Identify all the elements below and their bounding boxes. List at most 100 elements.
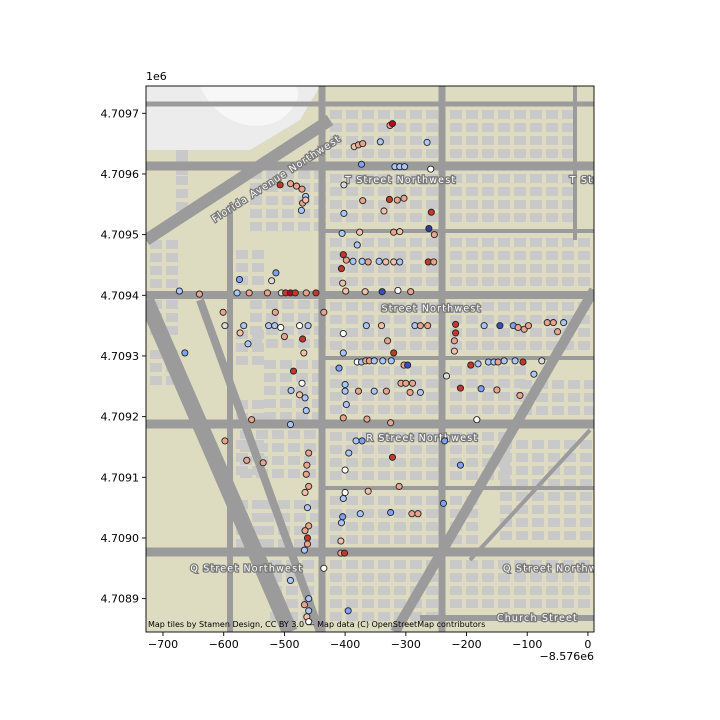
building-609 <box>266 339 278 348</box>
building-380 <box>450 277 462 286</box>
building-311 <box>546 136 558 145</box>
point-134 <box>354 387 363 395</box>
building-305 <box>450 136 462 145</box>
building-218 <box>426 458 438 467</box>
building-492 <box>530 586 542 595</box>
building-253 <box>426 535 438 544</box>
point-111 <box>387 357 395 365</box>
building-277 <box>362 599 374 608</box>
point-46 <box>337 265 346 273</box>
building-187 <box>378 392 390 401</box>
building-141 <box>426 277 438 286</box>
point-186 <box>337 537 345 545</box>
building-243 <box>378 522 390 531</box>
building-145 <box>378 302 390 311</box>
point-38 <box>358 257 366 265</box>
building-418 <box>482 341 494 350</box>
building-17 <box>166 300 178 309</box>
street-label-halo-4: R Street Northwest <box>366 433 478 444</box>
building-392 <box>498 302 510 311</box>
building-274 <box>426 586 438 595</box>
building-445 <box>450 432 462 441</box>
building-354 <box>466 238 478 247</box>
x-tick-label-0: −700 <box>148 638 178 651</box>
point-189 <box>320 564 328 572</box>
basemap-attribution: Map tiles by Stamen Design, CC BY 3.0 — … <box>148 620 485 629</box>
building-601 <box>298 313 310 322</box>
building-518 <box>568 406 580 415</box>
building-256 <box>362 560 374 569</box>
building-622 <box>280 386 292 395</box>
point-16 <box>276 181 284 189</box>
building-647 <box>304 456 316 465</box>
point-97 <box>280 333 288 341</box>
building-440 <box>450 405 462 414</box>
building-307 <box>482 136 494 145</box>
building-549 <box>580 492 592 501</box>
building-480 <box>482 573 494 582</box>
building-501 <box>530 599 542 608</box>
y-tick-label-5: 4.7094 <box>101 289 140 302</box>
building-233 <box>330 509 342 518</box>
building-632 <box>312 412 324 421</box>
point-136 <box>382 387 390 395</box>
point-33 <box>430 231 438 239</box>
building-157 <box>346 328 358 337</box>
building-330 <box>466 187 478 196</box>
point-90 <box>524 322 532 330</box>
building-66 <box>346 123 358 132</box>
point-127 <box>289 367 298 375</box>
building-369 <box>562 251 574 260</box>
building-128 <box>330 264 342 273</box>
building-413 <box>546 328 558 337</box>
building-487 <box>450 586 462 595</box>
building-394 <box>530 302 542 311</box>
point-170 <box>395 482 403 490</box>
building-384 <box>514 277 526 286</box>
building-498 <box>482 599 494 608</box>
building-56 <box>236 539 248 548</box>
building-153 <box>394 315 406 324</box>
building-158 <box>362 328 374 337</box>
building-648 <box>240 469 252 478</box>
building-136 <box>346 277 358 286</box>
building-310 <box>530 136 542 145</box>
building-318 <box>530 149 542 158</box>
point-110 <box>379 357 387 365</box>
building-276 <box>346 599 358 608</box>
building-122 <box>346 251 358 260</box>
building-249 <box>362 535 374 544</box>
building-198 <box>330 432 342 441</box>
point-147 <box>342 400 350 409</box>
building-415 <box>578 328 590 337</box>
point-173 <box>439 499 448 507</box>
building-363 <box>466 251 478 260</box>
building-292 <box>498 110 510 119</box>
building-264 <box>378 573 390 582</box>
building-164 <box>346 341 358 350</box>
building-365 <box>498 251 510 260</box>
building-279 <box>394 599 406 608</box>
point-145 <box>516 391 524 399</box>
street-label-1: T Street Northwest <box>344 175 456 186</box>
building-538 <box>500 479 512 488</box>
building-129 <box>346 264 358 273</box>
building-117 <box>378 238 390 247</box>
building-614 <box>280 360 292 369</box>
building-291 <box>482 110 494 119</box>
building-629 <box>264 412 276 421</box>
x-tick-label-2: −500 <box>269 638 299 651</box>
point-27 <box>297 206 305 214</box>
point-183 <box>303 534 312 542</box>
building-590 <box>282 222 294 231</box>
building-496 <box>450 599 462 608</box>
point-99 <box>300 349 308 357</box>
building-615 <box>296 360 308 369</box>
building-424 <box>578 341 590 350</box>
building-130 <box>362 264 374 273</box>
building-95 <box>362 187 374 196</box>
building-553 <box>548 505 560 514</box>
x-tick-label-6: −100 <box>512 638 542 651</box>
building-33 <box>252 276 264 285</box>
building-473 <box>514 560 526 569</box>
